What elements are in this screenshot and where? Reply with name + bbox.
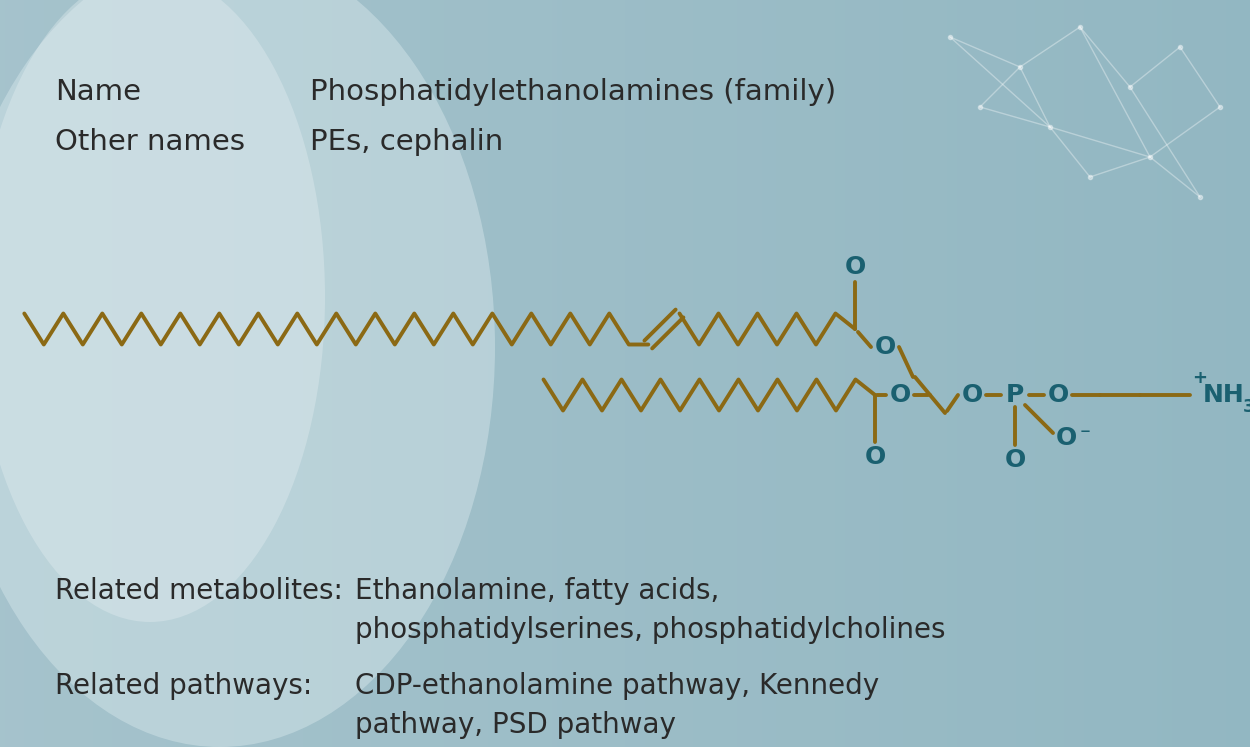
Text: CDP-ethanolamine pathway, Kennedy
pathway, PSD pathway: CDP-ethanolamine pathway, Kennedy pathwa… — [355, 672, 879, 739]
Text: Related pathways:: Related pathways: — [55, 672, 312, 700]
Ellipse shape — [0, 0, 325, 622]
Text: +: + — [1192, 369, 1208, 387]
Text: NH: NH — [1202, 383, 1245, 407]
Text: O: O — [1055, 426, 1076, 450]
Text: Related metabolites:: Related metabolites: — [55, 577, 343, 605]
Text: Other names: Other names — [55, 128, 245, 156]
Text: Name: Name — [55, 78, 141, 106]
Text: Ethanolamine, fatty acids,
phosphatidylserines, phosphatidylcholines: Ethanolamine, fatty acids, phosphatidyls… — [355, 577, 945, 644]
Text: PEs, cephalin: PEs, cephalin — [310, 128, 504, 156]
Text: ⁻: ⁻ — [1080, 426, 1090, 446]
Text: 3: 3 — [1242, 398, 1250, 416]
Text: Phosphatidylethanolamines (family): Phosphatidylethanolamines (family) — [310, 78, 836, 106]
Text: P: P — [1006, 383, 1024, 407]
Text: O: O — [961, 383, 982, 407]
Text: O: O — [1005, 448, 1025, 472]
Text: O: O — [845, 255, 866, 279]
Text: O: O — [1048, 383, 1069, 407]
Text: O: O — [865, 445, 885, 469]
Ellipse shape — [0, 0, 495, 747]
Text: O: O — [875, 335, 895, 359]
Text: O: O — [890, 383, 910, 407]
